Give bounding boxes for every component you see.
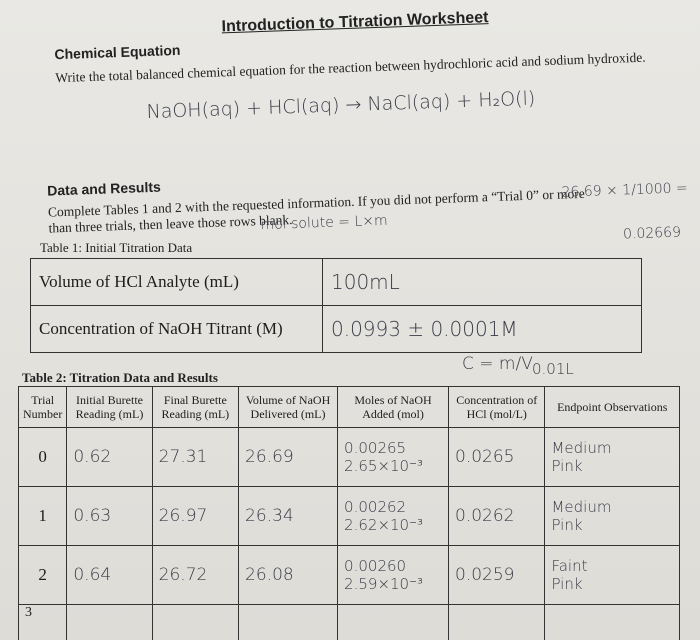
header-cell: Volume of NaOH Delivered (mL) <box>238 386 339 428</box>
cell: 0.00260 2.59×10⁻³ <box>337 545 450 605</box>
cell: 26.97 <box>151 486 240 546</box>
cell: Medium Pink <box>544 486 680 546</box>
data-row: 2 0.64 26.72 26.08 0.00260 2.59×10⁻³ 0.0259 Fai… <box>17 545 680 605</box>
cell-line: Medium <box>551 498 612 516</box>
header-cell: Endpoint Observations <box>544 386 680 428</box>
handwritten-note: 26.69 × 1/1000 = <box>561 180 688 201</box>
cell: 3 <box>17 604 68 640</box>
header-row: Trial Number Initial Burette Reading (mL)… <box>17 386 680 428</box>
cell: 0.0259 <box>448 545 546 605</box>
cell-line: Pink <box>551 575 583 593</box>
handwritten-equation: NaOH(aq) + HCl(aq) → NaCl(aq) + H₂O(l) <box>146 87 536 124</box>
handwritten-note: mol solute = L×m <box>260 212 388 234</box>
cell: 0.0265 <box>448 427 546 487</box>
header-cell: Trial Number <box>17 386 68 428</box>
header-cell: Final Burette Reading (mL) <box>151 386 240 428</box>
cell: 0 <box>17 427 68 487</box>
cell <box>66 604 153 640</box>
cell: 0.0993 ± 0.0001M <box>322 305 642 353</box>
cell: 0.64 <box>66 545 153 605</box>
handwritten-note: C = m/V <box>462 354 533 374</box>
cell: 26.08 <box>238 545 339 605</box>
cell <box>448 604 546 640</box>
cell: 0.62 <box>66 427 153 487</box>
cell-line: 2.62×10⁻³ <box>344 516 424 534</box>
cell-line: Pink <box>551 457 583 475</box>
section-heading: Data and Results <box>46 178 162 199</box>
cell <box>238 604 339 640</box>
cell-line: 0.00262 <box>344 498 407 516</box>
header-cell: Concentration of HCl (mol/L) <box>448 386 546 428</box>
data-row: 0 0.62 27.31 26.69 0.00265 2.65×10⁻³ 0.0265 Med… <box>17 427 680 487</box>
header-cell: Moles of NaOH Added (mol) <box>337 386 450 428</box>
cell: 26.34 <box>238 486 339 546</box>
handwritten-note: 0.02669 <box>622 224 682 243</box>
cell: Volume of HCl Analyte (mL) <box>30 258 323 306</box>
data-row: 1 0.63 26.97 26.34 0.00262 2.62×10⁻³ 0.0262 Med… <box>17 486 680 546</box>
cell: Faint Pink <box>544 545 680 605</box>
cell-line: 2.59×10⁻³ <box>344 575 424 593</box>
cell-line: 0.00265 <box>344 439 407 457</box>
cell: Medium Pink <box>544 427 680 487</box>
initial-data-table: Volume of HCl Analyte (mL) 100mL Concentr… <box>30 258 642 353</box>
cell-line: Pink <box>551 516 583 534</box>
cell: 1 <box>17 486 68 546</box>
handwritten-note: 0.01L <box>532 360 574 378</box>
cell: 2 <box>17 545 68 605</box>
cell: 26.69 <box>238 427 339 487</box>
table-caption: Table 1: Initial Titration Data <box>40 240 193 255</box>
title: Introduction to Titration Worksheet <box>221 9 489 36</box>
cell: 27.31 <box>151 427 240 487</box>
cell-line: Medium <box>551 439 612 457</box>
cell <box>544 604 680 640</box>
cell: 0.00265 2.65×10⁻³ <box>337 427 450 487</box>
cell-line: Faint <box>551 557 588 575</box>
cell: 0.0262 <box>448 486 546 546</box>
cell-line: 0.00260 <box>344 557 407 575</box>
cut-row: 3 <box>17 604 680 640</box>
header-cell: Initial Burette Reading (mL) <box>66 386 153 428</box>
cell-line: 2.65×10⁻³ <box>344 457 424 475</box>
cell: 26.72 <box>151 545 240 605</box>
cell <box>337 604 450 640</box>
cell: 100mL <box>322 258 642 306</box>
cell: 0.00262 2.62×10⁻³ <box>337 486 450 546</box>
table-caption: Table 2: Titration Data and Results <box>22 370 218 385</box>
titration-table: Trial Number Initial Burette Reading (mL)… <box>17 386 680 640</box>
cell <box>151 604 240 640</box>
cell: Concentration of NaOH Titrant (M) <box>30 305 323 353</box>
cell: 0.63 <box>66 486 153 546</box>
section-heading: Chemical Equation <box>54 41 181 63</box>
